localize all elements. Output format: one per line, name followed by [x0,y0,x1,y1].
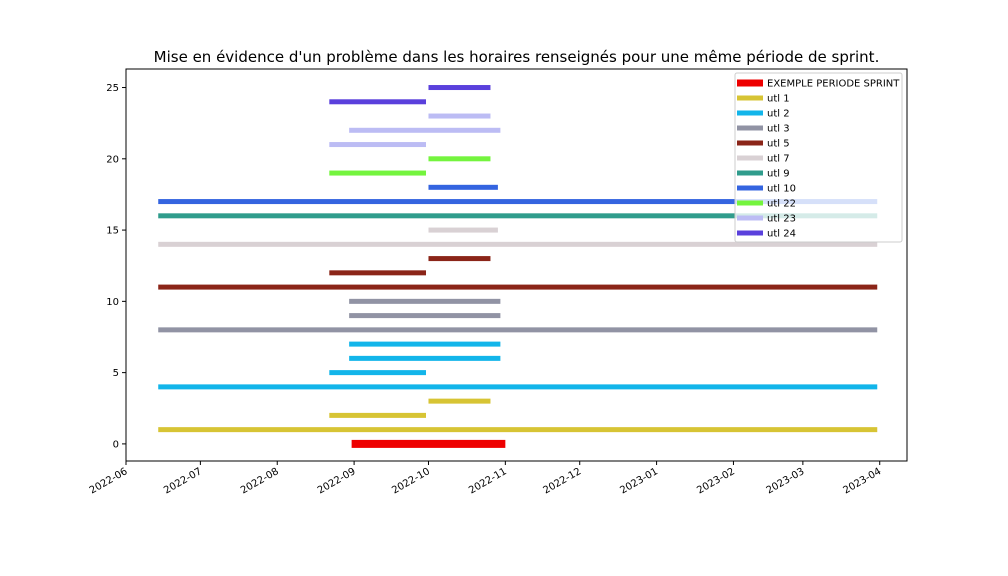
legend-label: utl 1 [767,94,790,105]
bar-utl-1-1 [329,412,427,418]
legend-swatch [737,95,763,101]
bar-utl-3-2 [349,298,501,304]
legend-label: EXEMPLE PERIODE SPRINT [767,79,900,90]
legend-swatch [737,230,763,236]
plot-frame [125,68,908,462]
legend-swatch [737,200,763,206]
legend-label: utl 7 [767,154,790,165]
bar-utl-3-0 [158,327,878,333]
y-tick-label: 15 [106,226,119,237]
legend-box [734,72,903,243]
legend-swatch [737,140,763,146]
legend-label: utl 24 [767,229,796,240]
bar-utl-23-2 [428,113,491,119]
x-axis: 2022-06 2022-07 2022-08 2022-09 2022-10 2022-… [88,461,883,496]
legend-label: utl 2 [767,109,790,120]
bar-utl-3-1 [349,313,501,319]
bar-segments [158,85,878,448]
bar-utl-1-2 [428,398,491,404]
bar-utl-5-2 [428,256,491,262]
legend-swatch [737,185,763,191]
bar-utl-1-0 [158,427,878,433]
legend-swatch [737,79,763,87]
legend-label: utl 3 [767,124,790,135]
y-tick-label: 20 [106,154,119,165]
bar-utl-5-0 [158,284,878,290]
bar-utl-5-1 [329,270,427,276]
legend-label: utl 5 [767,139,790,150]
legend-swatch [737,170,763,176]
x-tick-label: 2022-11 [467,466,509,496]
x-tick-label: 2022-10 [390,466,432,496]
bar-utl-9-0 [158,213,878,219]
bar-utl-24-0 [329,99,427,105]
bar-utl-7-0 [158,241,878,247]
y-tick-label: 10 [106,297,119,308]
y-tick-label: 0 [113,439,119,450]
x-tick-label: 2022-12 [542,466,584,496]
bar-utl-10-1 [428,184,498,190]
bar-utl-23-0 [329,142,427,148]
y-tick-label: 5 [113,368,119,379]
bar-utl-7-1 [428,227,498,233]
legend-swatch [737,215,763,221]
y-tick-label: 25 [106,83,119,94]
legend-label: utl 10 [767,184,796,195]
y-axis: 0 5 10 15 20 25 [106,83,126,450]
legend-swatch [737,110,763,116]
x-tick-label: 2023-01 [618,466,660,496]
x-tick-label: 2022-06 [88,466,130,496]
x-tick-label: 2022-08 [239,466,281,496]
bar-utl-24-1 [428,85,491,91]
chart-title: Mise en évidence d'un problème dans les … [154,48,880,66]
bar-utl-22-0 [329,170,427,176]
legend-label: utl 22 [767,199,796,210]
legend: EXEMPLE PERIODE SPRINT utl 1 utl 2 utl 3 utl… [734,72,903,243]
legend-label: utl 9 [767,169,790,180]
x-tick-label: 2022-09 [316,466,358,496]
x-tick-label: 2023-02 [695,466,737,496]
bar-utl-10-0 [158,199,878,205]
bar-exemple-periode-sprint-0 [351,439,506,448]
bar-utl-23-1 [349,127,501,133]
bar-utl-2-1 [329,370,427,376]
bar-utl-2-0 [158,384,878,390]
x-tick-label: 2022-07 [162,466,204,496]
legend-swatch [737,125,763,131]
legend-swatch [737,155,763,161]
legend-label: utl 23 [767,214,796,225]
bar-utl-2-2 [349,355,501,361]
x-tick-label: 2023-03 [765,466,807,496]
bar-utl-2-3 [349,341,501,347]
x-tick-label: 2023-04 [842,466,884,496]
bar-utl-22-1 [428,156,491,162]
